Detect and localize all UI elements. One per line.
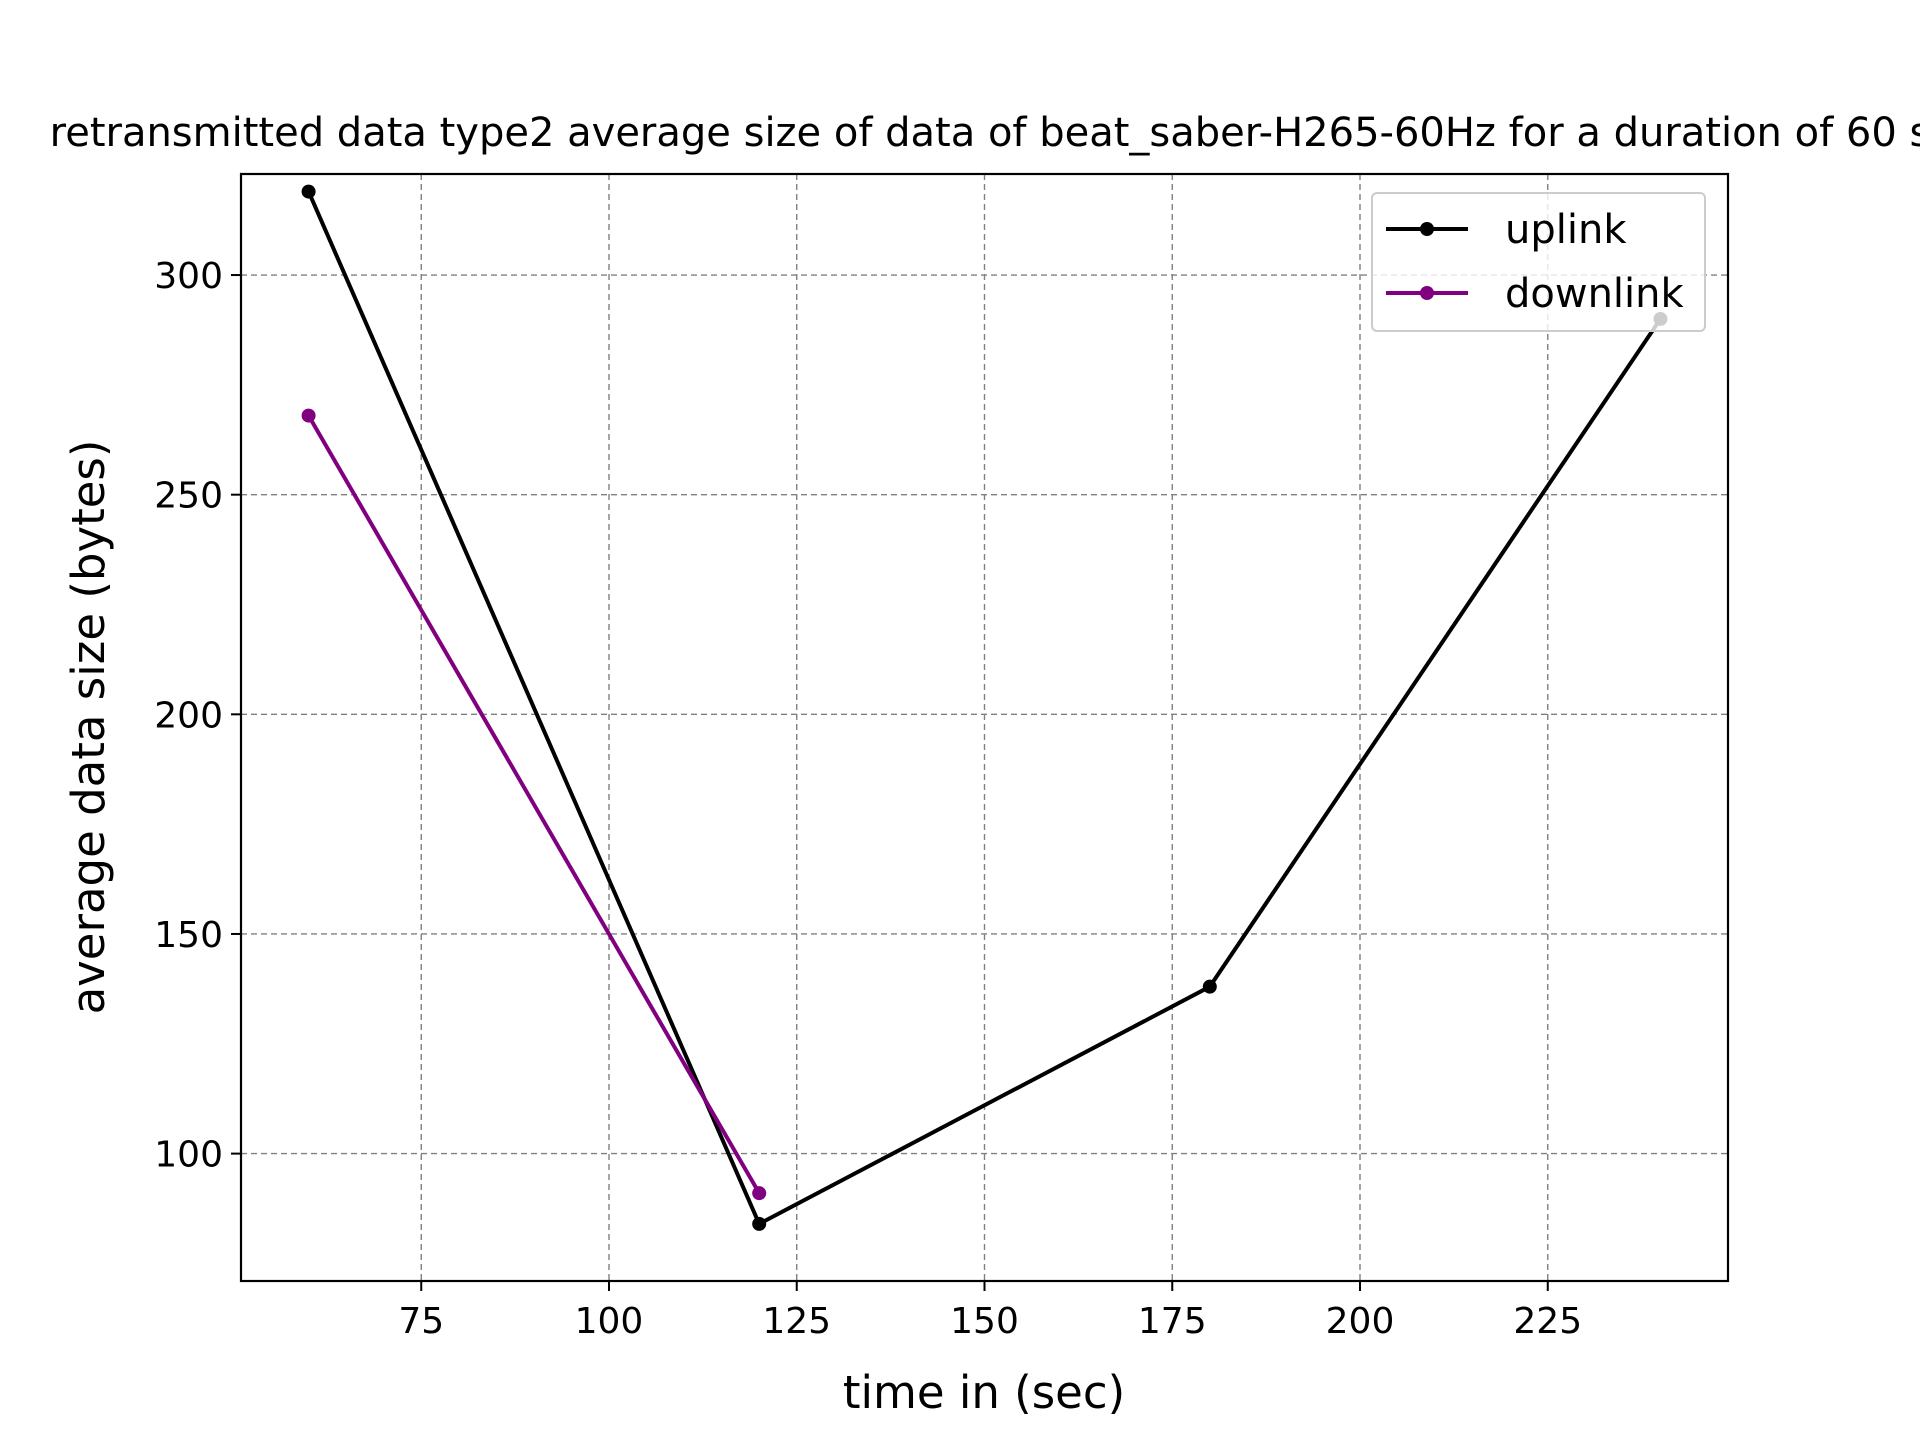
data-point-uplink [301, 184, 316, 199]
x-tick-label: 100 [575, 1301, 644, 1342]
x-tick-label: 200 [1326, 1301, 1395, 1342]
y-tick-label: 250 [154, 476, 223, 517]
series-line-downlink [306, 414, 761, 1195]
x-tick-label: 125 [762, 1301, 831, 1342]
data-point-uplink [752, 1216, 767, 1231]
series-layer [301, 184, 1668, 1231]
y-tick-label: 150 [154, 915, 223, 956]
chart-title: retransmitted data type2 average size of… [50, 110, 1920, 156]
legend: uplink downlink [1371, 192, 1706, 332]
y-tick-label: 200 [154, 695, 223, 736]
grid [241, 174, 1728, 1281]
y-tick-label: 100 [154, 1135, 223, 1176]
x-tick-label: 225 [1513, 1301, 1582, 1342]
x-tick-label: 75 [398, 1301, 444, 1342]
legend-swatch-marker [1420, 286, 1434, 300]
series-line-uplink [306, 190, 1663, 1226]
x-tick-label: 175 [1138, 1301, 1207, 1342]
data-point-uplink [1202, 979, 1217, 994]
axis-ticks: 75 100 125 150 175 200 225 100 150 200 250 300 [154, 256, 1582, 1342]
x-tick-label: 150 [950, 1301, 1019, 1342]
y-axis-label: average data size (bytes) [62, 440, 115, 1015]
legend-entry-downlink: downlink [1505, 271, 1685, 317]
legend-swatch-marker [1420, 222, 1434, 236]
y-tick-label: 300 [154, 256, 223, 297]
x-axis-label: time in (sec) [843, 1366, 1125, 1419]
data-point-downlink [752, 1186, 767, 1201]
data-point-downlink [301, 408, 316, 423]
legend-entry-uplink: uplink [1505, 207, 1627, 253]
